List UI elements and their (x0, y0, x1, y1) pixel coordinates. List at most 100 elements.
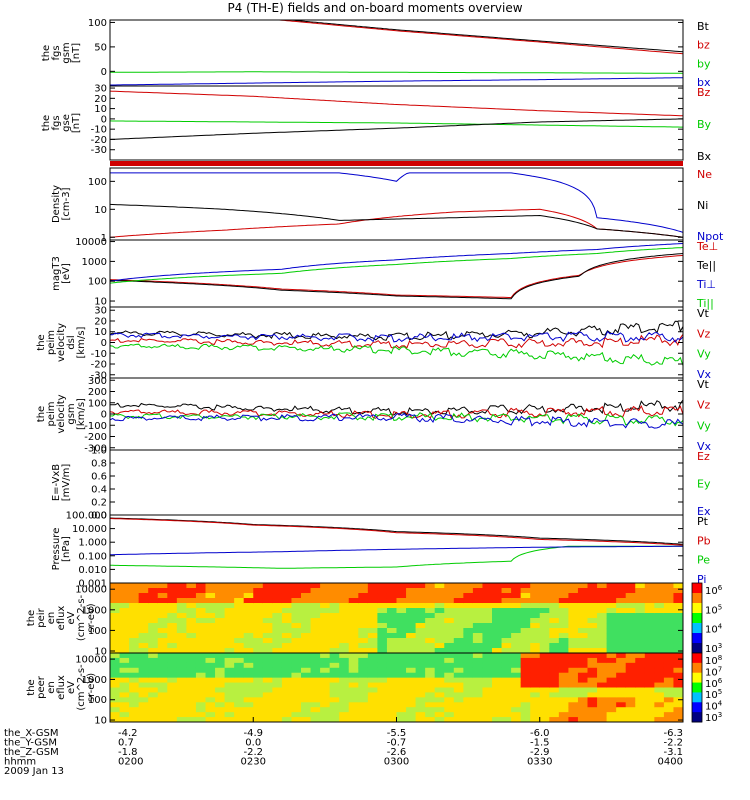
spectrogram-cell (558, 633, 569, 639)
spectrogram-cell (663, 682, 674, 688)
spectrogram-cell (577, 692, 588, 698)
spectrogram-cell (281, 692, 292, 698)
spectrogram-cell (253, 583, 264, 589)
spectrogram-cell (224, 697, 235, 703)
spectrogram-cell (215, 628, 226, 634)
series-line-Npot (110, 172, 684, 233)
spectrogram-cell (425, 653, 436, 659)
spectrogram-cell (157, 593, 168, 599)
spectrogram-cell (148, 657, 159, 664)
spectrogram-cell (463, 687, 474, 693)
spectrogram-cell (511, 697, 522, 703)
spectrogram-cell (587, 588, 598, 594)
spectrogram-cell (539, 692, 550, 698)
y-tick-label: 10 (94, 297, 107, 308)
spectrogram-cell (262, 608, 273, 614)
spectrogram-cell (243, 608, 254, 614)
spectrogram-cell (167, 638, 178, 644)
spectrogram-cell (663, 702, 674, 708)
spectrogram-cell (520, 633, 531, 639)
x-row-value: -2.2 (243, 747, 263, 758)
spectrogram-cell (148, 638, 159, 644)
spectrogram-cell (138, 608, 149, 614)
spectrogram-cell (281, 613, 292, 619)
spectrogram-cell (339, 613, 350, 619)
spectrogram-cell (148, 707, 159, 713)
spectrogram-cell (492, 697, 503, 703)
y-axis-label: gsm (66, 403, 77, 424)
y-tick-label: 10.000 (72, 524, 107, 535)
spectrogram-cell (348, 672, 359, 679)
spectrogram-cell (530, 583, 541, 589)
status-bar (110, 161, 683, 166)
spectrogram-cell (616, 593, 627, 599)
spectrogram-cell (129, 697, 140, 703)
spectrogram-cell (348, 618, 359, 624)
spectrogram-cell (138, 653, 149, 659)
spectrogram-cell (176, 682, 187, 688)
y-axis-label: magT3 (51, 256, 62, 291)
spectrogram-cell (262, 657, 273, 664)
spectrogram-cell (234, 593, 245, 599)
spectrogram-cell (234, 687, 245, 693)
spectrogram-cell (558, 648, 569, 654)
spectrogram-cell (291, 638, 302, 644)
spectrogram-cell (320, 677, 331, 684)
spectrogram-cell (415, 682, 426, 688)
spectrogram-cell (577, 672, 588, 679)
spectrogram-cell (644, 667, 655, 674)
spectrogram-cell (110, 633, 121, 639)
spectrogram-cell (434, 712, 445, 718)
spectrogram-cell (186, 653, 197, 659)
y-axis-label: gse (61, 114, 72, 132)
spectrogram-cell (511, 682, 522, 688)
spectrogram-cell (482, 657, 493, 664)
spectrogram-cell (635, 598, 646, 604)
spectrogram-cell (463, 588, 474, 594)
y-axis-label: Pressure (51, 528, 62, 571)
spectrogram-cell (262, 667, 273, 674)
spectrogram-cell (673, 653, 684, 659)
spectrogram-cell (520, 692, 531, 698)
y-axis-label: dsl (66, 335, 77, 349)
spectrogram-cell (539, 682, 550, 688)
spectrogram-cell (558, 692, 569, 698)
spectrogram-cell (215, 603, 226, 609)
spectrogram-cell (281, 653, 292, 659)
spectrogram-cell (482, 662, 493, 669)
x-row-value: -6.3 (663, 728, 683, 739)
colorbar-tick-exponent: 4 (718, 700, 723, 708)
spectrogram-cell (358, 608, 369, 614)
spectrogram-cell (348, 628, 359, 634)
spectrogram-cell (243, 657, 254, 664)
spectrogram-cell (549, 672, 560, 679)
spectrogram-cell (329, 707, 340, 713)
spectrogram-cell (482, 717, 493, 723)
spectrogram-cell (511, 643, 522, 649)
spectrogram-cell (176, 667, 187, 674)
spectrogram-cell (176, 593, 187, 599)
spectrogram-cell (606, 717, 617, 723)
spectrogram-cell (406, 662, 417, 669)
spectrogram-cell (616, 717, 627, 723)
spectrogram-cell (253, 608, 264, 614)
spectrogram-cell (195, 672, 206, 679)
spectrogram-cell (215, 583, 226, 589)
spectrogram-cell (224, 692, 235, 698)
spectrogram-cell (167, 618, 178, 624)
spectrogram-cell (167, 702, 178, 708)
spectrogram-cell (186, 692, 197, 698)
spectrogram-cell (205, 687, 216, 693)
spectrogram-cell (215, 707, 226, 713)
legend-entry: Ti⊥ (696, 278, 716, 291)
spectrogram-cell (663, 623, 674, 629)
spectrogram-cell (329, 588, 340, 594)
spectrogram-cell (329, 583, 340, 589)
spectrogram-cell (224, 583, 235, 589)
spectrogram-cell (129, 608, 140, 614)
spectrogram-cell (520, 623, 531, 629)
spectrogram-cell (329, 613, 340, 619)
spectrogram-cell (262, 648, 273, 654)
spectrogram-cell (530, 643, 541, 649)
